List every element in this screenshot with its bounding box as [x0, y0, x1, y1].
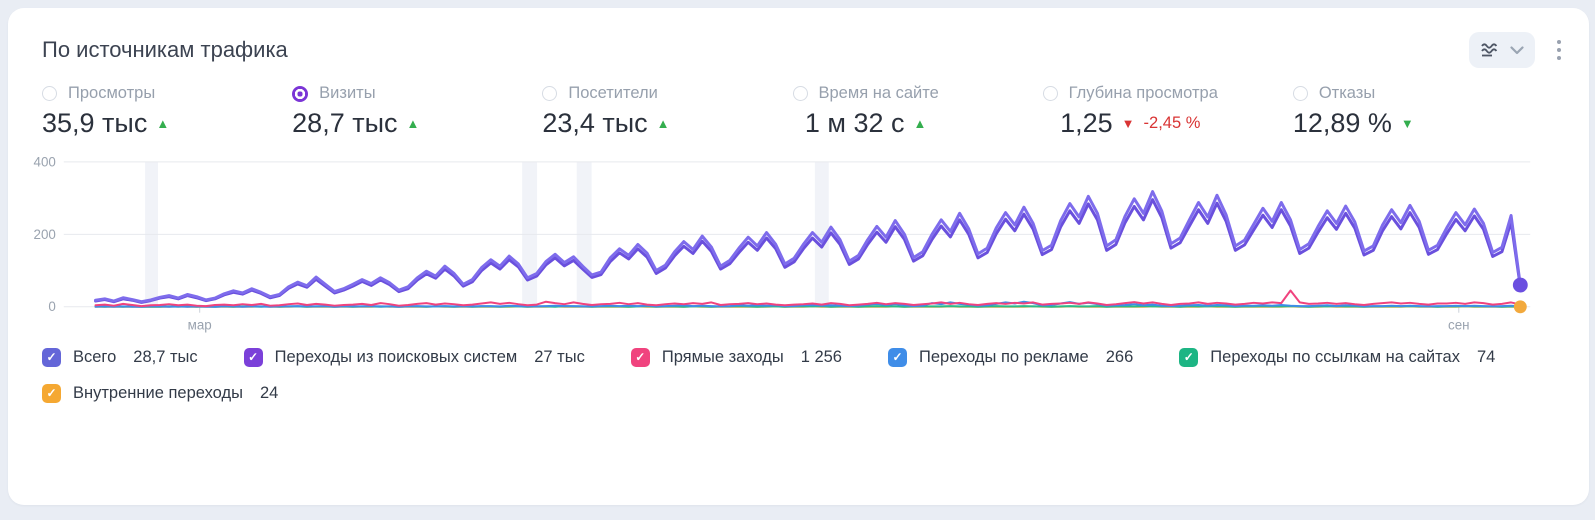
legend-value: 74 — [1476, 347, 1496, 366]
metric-label: Посетители — [568, 84, 658, 102]
metric-label: Глубина просмотра — [1068, 84, 1218, 102]
chart-canvas[interactable]: 400 200 0 мар сен — [30, 151, 1563, 336]
metric-radio[interactable] — [542, 86, 558, 101]
legend-item-total[interactable]: ✓ Всего 28,7 тыс — [42, 347, 198, 367]
metric-value: 23,4 тыс — [542, 108, 648, 138]
legend-label: Прямые заходы — [661, 347, 784, 366]
legend-value: 266 — [1105, 347, 1134, 366]
delta-percent: -2,45 % — [1143, 114, 1201, 132]
legend-label: Переходы по рекламе — [918, 347, 1089, 366]
metric-label: Отказы — [1318, 84, 1376, 102]
legend-value: 1 256 — [800, 347, 842, 366]
svg-text:0: 0 — [48, 299, 55, 314]
chart-type-button[interactable] — [1469, 32, 1535, 68]
legend-checkbox[interactable]: ✓ — [243, 347, 263, 367]
chart-legend: ✓ Всего 28,7 тыс ✓ Переходы из поисковых… — [8, 336, 1589, 403]
metric-radio[interactable] — [792, 86, 808, 101]
legend-checkbox[interactable]: ✓ — [42, 383, 61, 403]
legend-checkbox[interactable]: ✓ — [630, 347, 650, 367]
delta-up-icon: ▲ — [656, 116, 670, 131]
metric-bounces[interactable]: Отказы 12,89 % ▼ — [1292, 84, 1543, 139]
metric-time-on-site[interactable]: Время на сайте 1 м 32 с ▲ — [792, 84, 1043, 139]
traffic-sources-card: По источникам трафика — [8, 8, 1589, 505]
header-controls — [1469, 32, 1567, 68]
delta-up-icon: ▲ — [913, 116, 927, 131]
svg-text:сен: сен — [1448, 318, 1470, 333]
legend-checkbox[interactable]: ✓ — [1179, 347, 1199, 367]
legend-item-internal[interactable]: ✓ Внутренние переходы 24 — [42, 383, 279, 403]
metric-value: 1,25 — [1060, 108, 1113, 138]
metrics-row: Просмотры 35,9 тыс ▲ Визиты 28,7 тыс ▲ — [8, 68, 1589, 139]
kebab-menu-icon[interactable] — [1551, 36, 1567, 64]
metric-label: Просмотры — [68, 84, 156, 102]
chevron-down-icon — [1510, 45, 1524, 55]
legend-checkbox[interactable]: ✓ — [887, 347, 907, 367]
metric-radio[interactable] — [1292, 86, 1308, 101]
line-chart-waves-icon — [1480, 41, 1501, 59]
legend-row: ✓ Внутренние переходы 24 — [42, 383, 1555, 403]
metric-value: 35,9 тыс — [42, 108, 148, 138]
legend-checkbox[interactable]: ✓ — [42, 347, 61, 367]
metric-radio[interactable] — [42, 86, 57, 101]
legend-item-ads[interactable]: ✓ Переходы по рекламе 266 — [887, 347, 1134, 367]
metric-value: 28,7 тыс — [292, 108, 398, 138]
metric-views[interactable]: Просмотры 35,9 тыс ▲ — [42, 84, 292, 139]
delta-up-icon: ▲ — [406, 116, 420, 131]
delta-down-icon: ▼ — [1121, 116, 1135, 131]
svg-text:мар: мар — [188, 318, 212, 333]
metric-value: 12,89 % — [1292, 108, 1392, 138]
legend-label: Переходы по ссылкам на сайтах — [1210, 347, 1460, 366]
metric-depth[interactable]: Глубина просмотра 1,25 ▼ -2,45 % — [1042, 84, 1293, 139]
metric-label: Визиты — [319, 84, 376, 102]
legend-label: Внутренние переходы — [73, 383, 243, 402]
delta-down-icon: ▼ — [1400, 116, 1414, 131]
legend-row: ✓ Всего 28,7 тыс ✓ Переходы из поисковых… — [42, 347, 1555, 367]
legend-value: 24 — [259, 383, 279, 402]
metric-visits[interactable]: Визиты 28,7 тыс ▲ — [292, 84, 542, 139]
svg-text:400: 400 — [34, 154, 56, 169]
legend-value: 28,7 тыс — [133, 347, 198, 366]
legend-label: Всего — [73, 347, 117, 366]
traffic-chart[interactable]: 400 200 0 мар сен — [30, 151, 1563, 336]
card-title: По источникам трафика — [42, 37, 288, 62]
metric-value: 1 м 32 с — [804, 108, 905, 138]
legend-value: 27 тыс — [534, 347, 585, 366]
legend-item-search[interactable]: ✓ Переходы из поисковых систем 27 тыс — [243, 347, 585, 367]
svg-text:200: 200 — [34, 227, 56, 242]
delta-up-icon: ▲ — [156, 116, 170, 131]
legend-label: Переходы из поисковых систем — [274, 347, 518, 366]
metric-label: Время на сайте — [818, 84, 939, 102]
card-header: По источникам трафика — [8, 8, 1589, 68]
metric-radio[interactable] — [1042, 86, 1058, 101]
legend-item-site-links[interactable]: ✓ Переходы по ссылкам на сайтах 74 — [1179, 347, 1496, 367]
metric-radio[interactable] — [292, 85, 309, 102]
metric-visitors[interactable]: Посетители 23,4 тыс ▲ — [542, 84, 792, 139]
legend-item-direct[interactable]: ✓ Прямые заходы 1 256 — [630, 347, 842, 367]
